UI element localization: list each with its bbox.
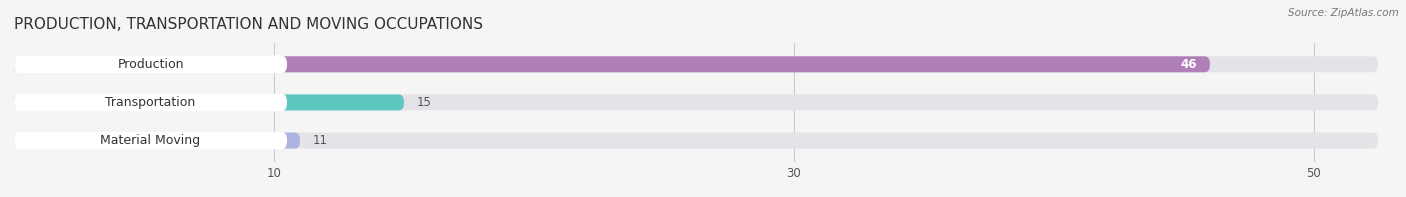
FancyBboxPatch shape [14, 94, 404, 111]
Text: Material Moving: Material Moving [100, 134, 201, 147]
Text: Transportation: Transportation [105, 96, 195, 109]
FancyBboxPatch shape [14, 94, 287, 111]
Text: 11: 11 [314, 134, 328, 147]
FancyBboxPatch shape [14, 133, 299, 149]
Text: Production: Production [117, 58, 184, 71]
FancyBboxPatch shape [14, 133, 1378, 149]
FancyBboxPatch shape [14, 94, 1378, 111]
Text: 15: 15 [418, 96, 432, 109]
Text: Source: ZipAtlas.com: Source: ZipAtlas.com [1288, 8, 1399, 18]
FancyBboxPatch shape [14, 56, 1378, 72]
FancyBboxPatch shape [14, 56, 287, 73]
FancyBboxPatch shape [14, 56, 1211, 72]
Text: PRODUCTION, TRANSPORTATION AND MOVING OCCUPATIONS: PRODUCTION, TRANSPORTATION AND MOVING OC… [14, 18, 484, 33]
Text: 46: 46 [1181, 58, 1197, 71]
FancyBboxPatch shape [14, 132, 287, 149]
